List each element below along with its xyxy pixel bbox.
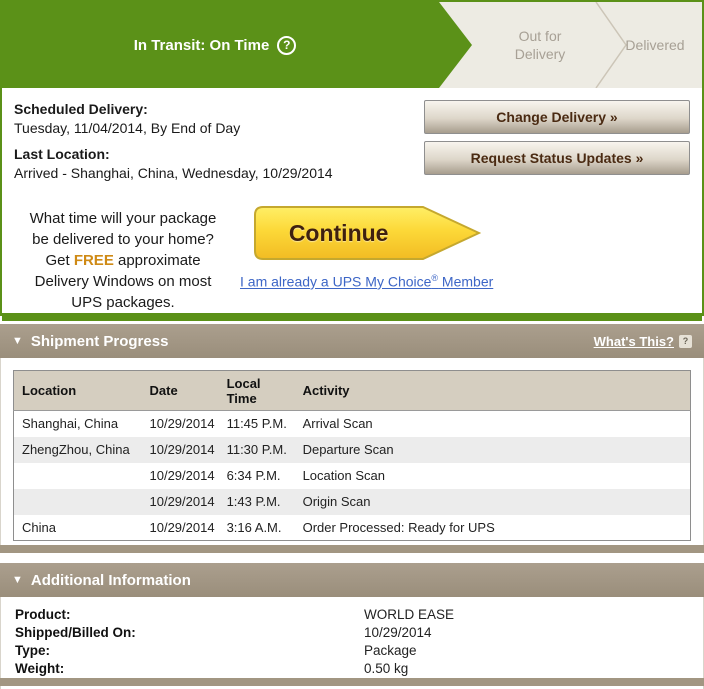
current-status-label: In Transit: On Time (133, 36, 270, 54)
step-separator-chevron-icon (595, 2, 627, 88)
member-link-text-end: Member (438, 273, 494, 290)
my-choice-member-link[interactable]: I am already a UPS My Choice® Member (240, 273, 493, 290)
table-row: ZhengZhou, China 10/29/2014 11:30 P.M. D… (13, 436, 691, 463)
promo-line3-pre: Get (45, 252, 74, 269)
shipment-progress-bottom-bar (0, 545, 704, 553)
additional-information-header[interactable]: ▼ Additional Information (0, 563, 704, 597)
cell-activity: Departure Scan (294, 436, 691, 463)
shipment-progress-header[interactable]: ▼ Shipment Progress What's This? ? (0, 324, 704, 358)
cell-location: China (22, 519, 56, 535)
additional-information-section: ▼ Additional Information Product: WORLD … (0, 563, 704, 689)
member-link-text: I am already a UPS My Choice (240, 273, 432, 290)
col-header-local-time: Local Time (218, 370, 295, 411)
weight-label: Weight: (15, 661, 65, 676)
scheduled-delivery-label: Scheduled Delivery: (14, 101, 148, 117)
promo-line5: UPS packages. (71, 294, 175, 311)
table-row: China 10/29/2014 3:16 A.M. Order Process… (14, 515, 691, 541)
cell-date: 10/29/2014 (149, 416, 215, 432)
whats-this-link[interactable]: What's This? (593, 333, 674, 349)
cell-location: ZhengZhou, China (13, 436, 142, 463)
tracking-summary-box: In Transit: On Time ? Out for Delivery D… (0, 0, 704, 321)
info-row-type: Type: Package (15, 642, 691, 660)
info-row-shipped-billed: Shipped/Billed On: 10/29/2014 (15, 624, 691, 642)
progress-step-delivered: Delivered (608, 2, 702, 88)
promo-line1: What time will your package (29, 210, 217, 227)
type-label: Type: (15, 643, 51, 658)
promo-cta: Continue I am already a UPS My Choice® M… (240, 206, 493, 313)
cell-date: 10/29/2014 (141, 436, 219, 463)
shipped-billed-label: Shipped/Billed On: (15, 625, 136, 640)
promo-free-highlight: FREE (73, 252, 114, 269)
summary-content: Scheduled Delivery: Tuesday, 11/04/2014,… (2, 88, 702, 190)
cell-activity: Arrival Scan (302, 416, 373, 432)
last-location-value: Arrived - Shanghai, China, Wednesday, 10… (14, 165, 333, 181)
shipment-progress-table: Location Date Local Time Activity Shangh… (13, 370, 691, 541)
weight-value: 0.50 kg (364, 661, 409, 676)
product-label: Product: (15, 607, 71, 622)
scheduled-delivery-value: Tuesday, 11/04/2014, By End of Day (14, 120, 241, 136)
section-gap (0, 553, 704, 563)
summary-box-bottom-bar (2, 313, 702, 321)
col-header-date: Date (141, 370, 219, 411)
registered-mark: ® (431, 273, 439, 283)
cell-location: Shanghai, China (22, 416, 119, 432)
progress-step-in-transit: In Transit: On Time ? (2, 2, 472, 88)
promo-line3-post: approximate (113, 252, 201, 269)
cell-activity: Location Scan (302, 468, 385, 483)
action-buttons: Change Delivery » Request Status Updates… (424, 100, 690, 190)
request-status-updates-button[interactable]: Request Status Updates » (424, 141, 690, 175)
promo-line4: Delivery Windows on most (34, 273, 212, 290)
table-row: 10/29/2014 6:34 P.M. Location Scan (14, 463, 691, 489)
col-header-local-time-text: Local Time (226, 375, 261, 406)
continue-button-label: Continue (288, 219, 389, 246)
status-help-icon[interactable]: ? (277, 36, 296, 55)
cell-time: 11:30 P.M. (218, 436, 295, 463)
table-row: Shanghai, China 10/29/2014 11:45 P.M. Ar… (14, 411, 691, 437)
continue-arrow-shape (253, 206, 482, 260)
info-row-product: Product: WORLD EASE (15, 606, 691, 624)
product-value: WORLD EASE (364, 607, 455, 622)
cell-time: 3:16 A.M. (226, 519, 282, 535)
my-choice-promo: What time will your package be delivered… (2, 206, 702, 313)
step-label: Delivered (625, 37, 685, 53)
cell-time: 6:34 P.M. (226, 468, 281, 483)
cell-activity: Origin Scan (294, 488, 691, 515)
cell-date: 10/29/2014 (141, 488, 219, 515)
cell-activity: Order Processed: Ready for UPS (302, 519, 495, 535)
collapse-triangle-icon[interactable]: ▼ (12, 574, 23, 586)
shipment-progress-body: Location Date Local Time Activity Shangh… (0, 358, 704, 545)
step-label: Out for Delivery (514, 28, 566, 62)
change-delivery-button[interactable]: Change Delivery » (424, 100, 690, 134)
shipment-progress-title: Shipment Progress (30, 332, 169, 350)
promo-text: What time will your package be delivered… (10, 206, 236, 313)
cell-location (14, 463, 142, 489)
table-header-row: Location Date Local Time Activity (13, 370, 691, 411)
table-row: 10/29/2014 1:43 P.M. Origin Scan (13, 488, 691, 515)
last-location-label: Last Location: (14, 146, 110, 162)
cell-time: 1:43 P.M. (218, 488, 295, 515)
delivery-details: Scheduled Delivery: Tuesday, 11/04/2014,… (14, 100, 424, 190)
delivery-progress-bar: In Transit: On Time ? Out for Delivery D… (2, 2, 702, 88)
cell-time: 11:45 P.M. (226, 416, 287, 432)
progress-step-out-for-delivery: Out for Delivery (474, 2, 606, 88)
shipment-progress-section: ▼ Shipment Progress What's This? ? Locat… (0, 324, 704, 553)
col-header-activity: Activity (294, 370, 691, 411)
shipped-billed-value: 10/29/2014 (364, 625, 432, 640)
cell-date: 10/29/2014 (149, 468, 215, 483)
next-section-bar (0, 678, 704, 686)
continue-button[interactable]: Continue (253, 206, 482, 260)
additional-information-title: Additional Information (30, 571, 191, 589)
type-value: Package (364, 643, 417, 658)
additional-information-body: Product: WORLD EASE Shipped/Billed On: 1… (0, 597, 704, 689)
cell-location (13, 488, 142, 515)
info-row-weight: Weight: 0.50 kg (15, 660, 691, 678)
promo-line2: be delivered to your home? (32, 231, 214, 248)
col-header-location: Location (13, 370, 142, 411)
progress-table-wrap: Location Date Local Time Activity Shangh… (1, 358, 703, 545)
collapse-triangle-icon[interactable]: ▼ (12, 335, 23, 347)
cell-date: 10/29/2014 (149, 519, 215, 535)
whats-this-help-icon[interactable]: ? (679, 334, 692, 348)
